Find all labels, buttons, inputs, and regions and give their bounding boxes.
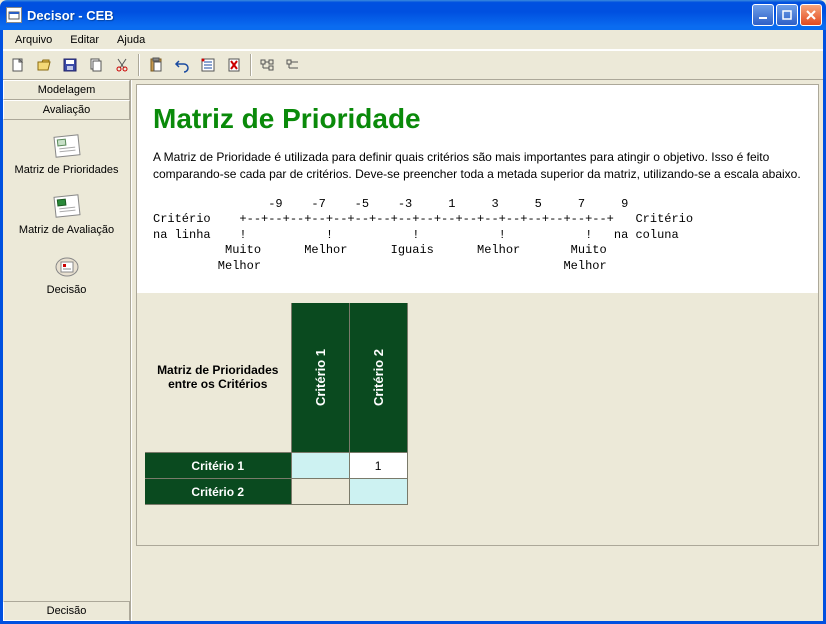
- toolbar-separator: [138, 54, 140, 76]
- matrix-cell-lower: [291, 479, 349, 505]
- new-icon[interactable]: [6, 53, 30, 77]
- decision-icon: [51, 250, 83, 282]
- delete-icon[interactable]: [222, 53, 246, 77]
- sidebar-header-modelagem[interactable]: Modelagem: [3, 80, 130, 100]
- toolbar: [3, 50, 823, 80]
- sidebar-footer-decisao[interactable]: Decisão: [3, 601, 130, 621]
- paste-icon[interactable]: [144, 53, 168, 77]
- sidebar-header-avaliacao[interactable]: Avaliação: [3, 100, 130, 120]
- toolbar-separator: [250, 54, 252, 76]
- minimize-button[interactable]: [752, 4, 774, 26]
- menu-arquivo[interactable]: Arquivo: [7, 32, 60, 48]
- maximize-button[interactable]: [776, 4, 798, 26]
- menu-editar[interactable]: Editar: [62, 32, 107, 48]
- menubar: Arquivo Editar Ajuda: [3, 30, 823, 50]
- matrix-col-header: Critério 1: [291, 303, 349, 453]
- matrix-row-header: Critério 2: [145, 479, 291, 505]
- tree-collapse-icon[interactable]: [256, 53, 280, 77]
- matrix-pri-icon: [51, 130, 83, 162]
- matrix-cell[interactable]: 1: [349, 453, 407, 479]
- copy-icon[interactable]: [84, 53, 108, 77]
- page-description: A Matriz de Prioridade é utilizada para …: [153, 149, 802, 183]
- matrix-cell-diag: [349, 479, 407, 505]
- matrix-area: Matriz de Prioridades entre os Critérios…: [136, 293, 819, 547]
- matrix-aval-icon: [51, 190, 83, 222]
- tree-expand-icon[interactable]: [282, 53, 306, 77]
- sidebar-item-decisao[interactable]: Decisão: [3, 246, 130, 300]
- app-icon: [6, 7, 22, 23]
- priority-matrix-table: Matriz de Prioridades entre os Critérios…: [145, 303, 408, 506]
- matrix-cell-diag: [291, 453, 349, 479]
- save-icon[interactable]: [58, 53, 82, 77]
- content-area: Matriz de Prioridade A Matriz de Priorid…: [131, 80, 823, 621]
- sidebar-item-label: Decisão: [47, 284, 87, 296]
- sidebar: Modelagem Avaliação Matriz de Prioridade…: [3, 80, 131, 621]
- scale-diagram: -9 -7 -5 -3 1 3 5 7 9 Critério +--+--+--…: [153, 197, 802, 275]
- cut-icon[interactable]: [110, 53, 134, 77]
- sidebar-item-label: Matriz de Prioridades: [15, 164, 119, 176]
- page-title: Matriz de Prioridade: [153, 103, 802, 135]
- properties-icon[interactable]: [196, 53, 220, 77]
- sidebar-item-prioridades[interactable]: Matriz de Prioridades: [3, 126, 130, 180]
- sidebar-item-avaliacao[interactable]: Matriz de Avaliação: [3, 186, 130, 240]
- menu-ajuda[interactable]: Ajuda: [109, 32, 153, 48]
- sidebar-item-label: Matriz de Avaliação: [19, 224, 114, 236]
- matrix-corner-label: Matriz de Prioridades entre os Critérios: [145, 303, 291, 453]
- open-icon[interactable]: [32, 53, 56, 77]
- close-button[interactable]: [800, 4, 822, 26]
- matrix-row-header: Critério 1: [145, 453, 291, 479]
- titlebar: Decisor - CEB: [0, 0, 826, 30]
- undo-icon[interactable]: [170, 53, 194, 77]
- window-title: Decisor - CEB: [27, 8, 752, 23]
- matrix-col-header: Critério 2: [349, 303, 407, 453]
